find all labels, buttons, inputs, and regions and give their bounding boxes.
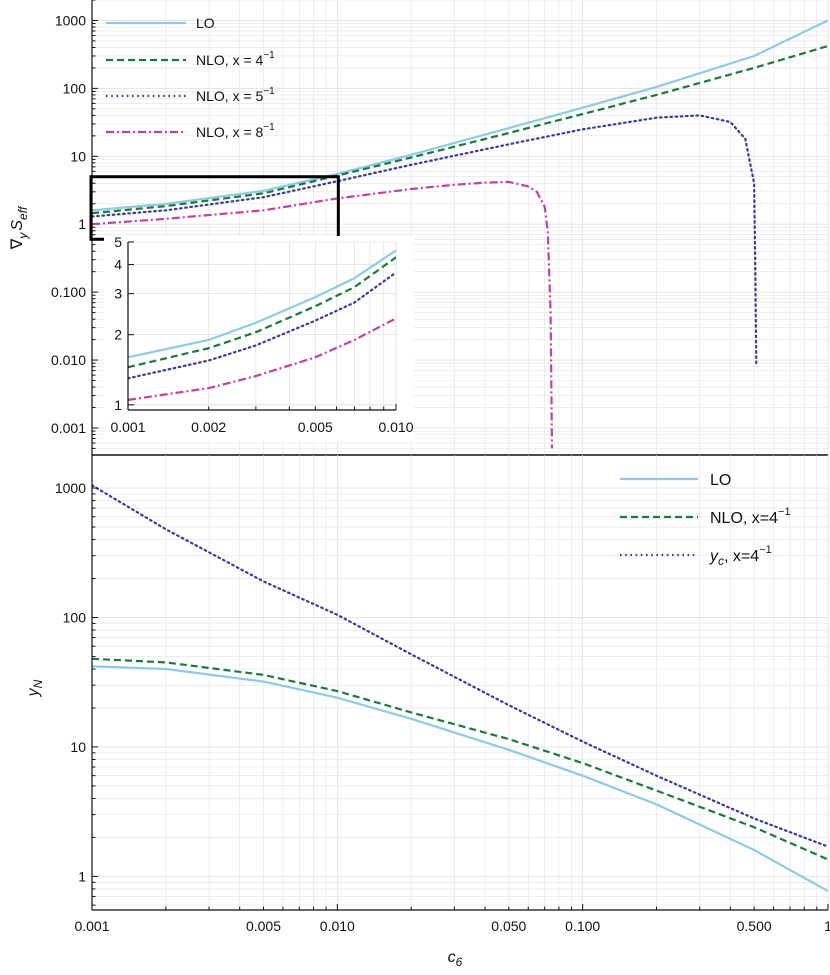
bottom-legend-sub: c <box>718 554 724 568</box>
top-legend-text: NLO, x = 5 <box>196 88 264 104</box>
bottom-ytick-label: 1000 <box>55 480 86 496</box>
bottom-ylabel-main: y <box>25 687 42 697</box>
inset-ytick-label: 1 <box>114 397 122 413</box>
bottom-xtick-label: 0.100 <box>565 918 600 934</box>
bottom-xtick-label: 1 <box>824 918 830 934</box>
top-ylabel-s: S <box>9 220 26 231</box>
top-ytick-label: 0.001 <box>51 420 86 436</box>
top-ytick-label: 0.010 <box>51 352 86 368</box>
inset-xtick-label: 0.002 <box>191 419 226 435</box>
bottom-ylabel-sub: N <box>31 679 45 688</box>
bottom-panel: 1000 100 10 1 0.001 0.005 0.010 0.050 0.100 0.500… <box>25 455 830 969</box>
bottom-legend-text: , x=4 <box>724 548 759 565</box>
bottom-xtick-label: 0.010 <box>320 918 355 934</box>
top-line-nlo_4 <box>92 44 828 215</box>
top-legend-sup: −1 <box>263 86 275 97</box>
top-legend-label-nlo_4: NLO, x = 4−1 <box>196 50 275 68</box>
inset-ytick-label: 3 <box>114 286 122 302</box>
bottom-ytick-label: 10 <box>70 739 86 755</box>
top-legend-sup: −1 <box>263 50 275 61</box>
bottom-xtick-label: 0.005 <box>246 918 281 934</box>
top-ylabel-sub-y: y <box>16 232 30 240</box>
bottom-xtick-label: 0.500 <box>737 918 772 934</box>
top-legend-text: NLO, x = 8 <box>196 124 264 140</box>
bottom-ylabel: yN <box>25 679 45 697</box>
top-ylabel: ∇ySeff <box>9 205 30 250</box>
inset-line-nlo_4 <box>128 256 396 369</box>
top-legend-label-lo: LO <box>196 15 215 31</box>
top-ylabel-nabla: ∇ <box>9 238 26 250</box>
bottom-ytick-label: 100 <box>63 609 87 625</box>
top-legend-text: NLO, x = 4 <box>196 52 264 68</box>
top-legend-label-nlo_8: NLO, x = 8−1 <box>196 122 275 140</box>
top-line-nlo_5 <box>92 114 758 365</box>
inset-panel: 5 4 3 2 1 0.001 0.002 0.005 0.010 <box>104 234 414 441</box>
top-ytick-label: 1000 <box>55 12 86 28</box>
inset-ytick-label: 4 <box>114 257 122 273</box>
bottom-line-lo <box>92 665 828 893</box>
bottom-xlabel-main: c <box>448 949 456 966</box>
bottom-legend-italic: y <box>709 548 719 565</box>
top-ytick-label: 10 <box>70 148 86 164</box>
inset-line-lo <box>128 249 396 359</box>
bottom-xlabel-sub: 6 <box>456 955 463 969</box>
bottom-legend-label-lo: LO <box>710 472 731 489</box>
top-legend-sup: −1 <box>263 122 275 133</box>
inset-line-nlo_5 <box>128 271 396 380</box>
top-panel: 1000 100 10 1 0.100 0.010 0.001 ∇ySeff LO NLO, x … <box>9 0 829 456</box>
bottom-xlabel: c6 <box>448 949 463 969</box>
inset-line-nlo_8 <box>128 317 396 401</box>
bottom-line-nlo_4 <box>92 657 828 861</box>
bottom-legend-label-nlo_4: NLO, x=4−1 <box>710 506 791 527</box>
top-grid <box>91 0 829 456</box>
inset-ytick-label: 5 <box>114 234 122 250</box>
top-legend-label-nlo_5: NLO, x = 5−1 <box>196 86 275 104</box>
bottom-ytick-label: 1 <box>78 868 86 884</box>
bottom-legend-text: NLO, x=4 <box>710 510 778 527</box>
top-ytick-label: 1 <box>78 216 86 232</box>
bottom-legend-sup: −1 <box>778 506 791 518</box>
top-legend-text: LO <box>196 15 215 31</box>
inset-xtick-label: 0.005 <box>298 419 333 435</box>
bottom-legend-text: LO <box>710 472 731 489</box>
bottom-legend-label-nlo_5: yc, x=4−1 <box>709 544 772 568</box>
inset-background <box>104 236 414 441</box>
bottom-grid <box>91 455 829 910</box>
top-ylabel-sub-eff: eff <box>16 205 30 220</box>
inset-xtick-label: 0.010 <box>378 419 413 435</box>
bottom-xtick-label: 0.050 <box>491 918 526 934</box>
top-ytick-label: 0.100 <box>51 284 86 300</box>
bottom-legend-sup: −1 <box>759 544 772 556</box>
inset-xtick-label: 0.001 <box>110 419 145 435</box>
inset-ytick-label: 2 <box>114 327 122 343</box>
top-ytick-label: 100 <box>63 80 87 96</box>
top-line-lo <box>92 19 828 212</box>
bottom-line-nlo_5 <box>92 484 828 848</box>
top-line-nlo_8 <box>92 180 554 449</box>
bottom-xtick-label: 0.001 <box>74 918 109 934</box>
